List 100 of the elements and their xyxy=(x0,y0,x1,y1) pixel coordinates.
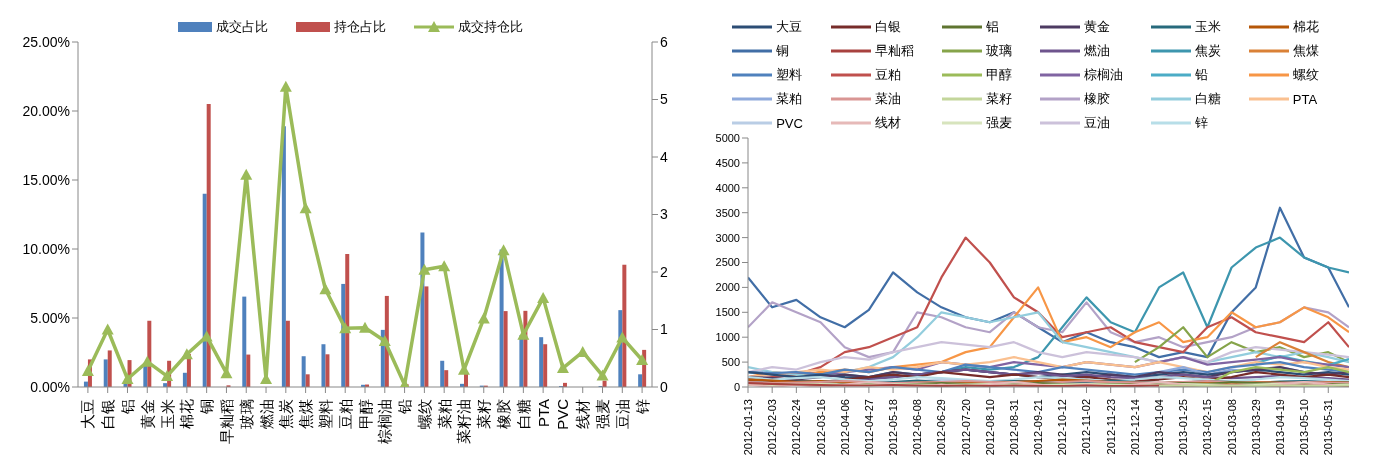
legend-label: 豆粕 xyxy=(874,66,901,84)
x-tick-label: 2012-11-02 xyxy=(1080,399,1093,455)
x-tick-label: 豆油 xyxy=(613,399,631,429)
x-tick-label: 2012-04-06 xyxy=(838,399,851,456)
x-tick-label: 棕榈油 xyxy=(376,399,394,444)
x-tick-label: 白银 xyxy=(99,399,117,429)
x-tick-label: 白糖 xyxy=(514,399,532,429)
legend-label: 早籼稻 xyxy=(874,42,914,60)
legend-label: 燃油 xyxy=(1083,42,1110,60)
legend-label: 铅 xyxy=(1194,66,1208,84)
legend-label: 菜粕 xyxy=(776,90,803,108)
legend-label: 铜 xyxy=(776,42,790,60)
y-tick-label: 0 xyxy=(733,380,740,393)
legend-label: 强麦 xyxy=(985,114,1012,132)
y2-tick-label: 1 xyxy=(660,321,668,338)
x-tick-label: 2013-01-25 xyxy=(1177,399,1190,456)
x-tick-label: 大豆 xyxy=(79,399,97,429)
legend-label: 白银 xyxy=(874,18,901,36)
x-tick-label: 甲醇 xyxy=(356,399,374,429)
legend-label: 塑料 xyxy=(776,66,803,84)
y-tick-label: 5000 xyxy=(715,131,740,144)
x-tick-label: 菜籽 xyxy=(475,399,493,429)
legend-label: 玉米 xyxy=(1194,18,1221,36)
x-tick-label: 2012-02-03 xyxy=(766,399,779,456)
x-tick-label: 焦煤 xyxy=(297,399,315,429)
y2-tick-label: 5 xyxy=(660,91,668,108)
x-tick-label: 锌 xyxy=(633,399,651,415)
x-tick-label: 2012-08-31 xyxy=(1007,399,1020,456)
x-tick-label: 菜籽油 xyxy=(455,399,473,444)
y-tick-label: 15.00% xyxy=(22,171,70,188)
legend-label: PVC xyxy=(776,115,803,131)
legend-label: 螺纹 xyxy=(1292,66,1319,84)
legend-label: 铝 xyxy=(985,18,999,36)
legend-label: 菜油 xyxy=(874,90,901,108)
legend-label: 锌 xyxy=(1194,114,1208,132)
legend-label: 白糖 xyxy=(1194,90,1221,108)
legend-label: 菜籽 xyxy=(985,90,1012,108)
legend-label: 棕榈油 xyxy=(1083,66,1123,84)
legend-label: 焦煤 xyxy=(1292,42,1319,60)
x-tick-label: 2012-04-27 xyxy=(862,399,875,456)
y-tick-label: 5.00% xyxy=(30,309,70,326)
x-tick-label: 2012-06-08 xyxy=(911,399,924,456)
x-tick-label: 玻璃 xyxy=(237,399,255,429)
x-tick-label: 2012-10-12 xyxy=(1056,399,1069,456)
legend-label: PTA xyxy=(1292,91,1318,107)
y-tick-label: 1000 xyxy=(715,331,740,344)
legend-label: 成交持仓比 xyxy=(457,18,523,36)
x-tick-label: 2012-02-24 xyxy=(790,399,803,456)
x-tick-label: 2012-05-18 xyxy=(887,399,900,456)
y-tick-label: 20.00% xyxy=(22,102,70,119)
x-tick-label: 2012-09-21 xyxy=(1032,399,1045,456)
x-tick-label: 2013-02-15 xyxy=(1201,399,1214,456)
x-tick-label: 焦炭 xyxy=(277,399,295,429)
x-tick-label: 2012-11-23 xyxy=(1104,399,1117,455)
x-tick-label: 2012-03-16 xyxy=(814,399,827,456)
legend-label: 大豆 xyxy=(776,18,803,36)
y-tick-label: 3000 xyxy=(715,231,740,244)
x-tick-label: 铅 xyxy=(396,399,414,415)
x-tick-label: 2012-12-14 xyxy=(1128,399,1141,456)
x-tick-label: 2012-07-20 xyxy=(959,399,972,456)
legend-label: 橡胶 xyxy=(1083,90,1110,108)
y-tick-label: 4500 xyxy=(715,156,740,169)
y-tick-label: 2000 xyxy=(715,281,740,294)
x-tick-label: 铜 xyxy=(198,399,216,415)
x-tick-label: 2012-01-13 xyxy=(742,399,754,456)
x-tick-label: 2012-06-29 xyxy=(935,399,948,456)
y-tick-label: 3500 xyxy=(715,206,740,219)
x-tick-label: 铝 xyxy=(118,399,136,415)
x-tick-label: 2013-04-19 xyxy=(1273,399,1286,456)
legend-label: 持仓占比 xyxy=(333,18,386,36)
x-tick-label: 2013-03-29 xyxy=(1249,399,1262,456)
legend-label: 线材 xyxy=(874,114,901,132)
y2-tick-label: 0 xyxy=(660,378,668,395)
x-tick-label: 强麦 xyxy=(594,399,612,429)
x-tick-label: 菜粕 xyxy=(435,399,453,429)
legend-label: 黄金 xyxy=(1083,18,1110,36)
legend-label: 棉花 xyxy=(1292,18,1319,36)
x-tick-label: 2013-05-10 xyxy=(1298,399,1311,456)
legend-label: 玻璃 xyxy=(985,42,1012,60)
x-tick-label: 螺纹 xyxy=(415,399,433,429)
legend-label: 豆油 xyxy=(1083,114,1110,132)
x-tick-label: 2013-01-04 xyxy=(1153,399,1166,456)
x-tick-label: 橡胶 xyxy=(495,399,513,429)
x-tick-label: 线材 xyxy=(574,399,592,429)
y2-tick-label: 2 xyxy=(660,263,668,280)
y2-tick-label: 6 xyxy=(660,33,668,50)
y-tick-label: 0.00% xyxy=(30,378,70,395)
x-tick-label: PVC xyxy=(554,398,572,430)
legend-label: 焦炭 xyxy=(1194,42,1221,60)
x-tick-label: 2013-05-31 xyxy=(1322,399,1335,456)
y-tick-label: 25.00% xyxy=(22,33,70,50)
y2-tick-label: 4 xyxy=(660,148,668,165)
x-tick-label: 豆粕 xyxy=(336,399,354,429)
x-tick-label: 早籼稻 xyxy=(217,399,235,444)
y-tick-label: 4000 xyxy=(715,181,740,194)
x-tick-label: PTA xyxy=(534,399,552,428)
x-tick-label: 棉花 xyxy=(178,399,196,429)
legend-label: 甲醇 xyxy=(985,66,1012,84)
y2-tick-label: 3 xyxy=(660,206,668,223)
legend-label: 成交占比 xyxy=(215,18,268,36)
